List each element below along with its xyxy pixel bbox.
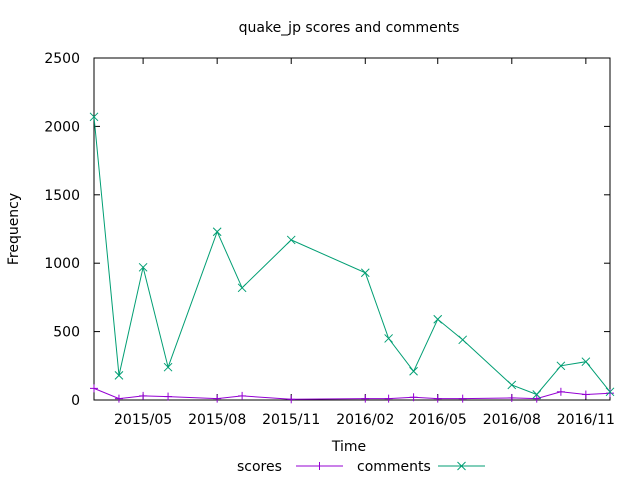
comments-line bbox=[93, 116, 611, 396]
comments-point bbox=[114, 371, 124, 380]
scores-point bbox=[581, 390, 590, 399]
x-tick-label: 2016/05 bbox=[409, 412, 467, 428]
comments-point bbox=[532, 390, 542, 399]
x-tick-label: 2016/02 bbox=[336, 412, 394, 428]
legend-marker-comments bbox=[457, 461, 466, 471]
x-tick-label: 2016/08 bbox=[483, 412, 541, 428]
comments-point bbox=[433, 314, 443, 324]
scores-point bbox=[114, 394, 123, 403]
legend-marker-scores bbox=[315, 462, 324, 470]
x-tick-label: 2015/11 bbox=[262, 412, 320, 428]
series-comments bbox=[89, 112, 615, 399]
x-tick-label: 2015/05 bbox=[114, 412, 172, 428]
scores-line bbox=[93, 387, 611, 400]
comments-point bbox=[556, 361, 566, 371]
comments-point bbox=[458, 335, 468, 345]
plot-area bbox=[89, 112, 615, 404]
chart-title: quake_jp scores and comments bbox=[239, 20, 460, 36]
y-tick-label: 1500 bbox=[44, 188, 80, 204]
legend: scores comments bbox=[237, 459, 485, 475]
legend-label-scores: scores bbox=[237, 459, 282, 475]
comments-point bbox=[605, 387, 615, 397]
comments-point bbox=[237, 283, 247, 293]
y-tick-label: 0 bbox=[71, 393, 80, 409]
scores-point bbox=[409, 393, 418, 402]
scores-point bbox=[606, 389, 614, 398]
comments-point bbox=[89, 112, 99, 122]
x-tick-label: 2015/08 bbox=[188, 412, 246, 428]
scores-point bbox=[213, 394, 222, 403]
scores-point bbox=[139, 391, 148, 400]
comments-point bbox=[581, 357, 591, 367]
plot-frame bbox=[93, 57, 611, 401]
comments-point bbox=[360, 268, 370, 278]
comments-point bbox=[286, 235, 296, 245]
scores-point bbox=[287, 395, 296, 404]
comments-point bbox=[384, 334, 393, 343]
scores-point bbox=[507, 393, 516, 402]
scores-point bbox=[90, 384, 98, 393]
y-tick-label: 2500 bbox=[44, 51, 80, 67]
scores-point bbox=[238, 391, 247, 400]
comments-point bbox=[409, 366, 418, 376]
comments-point bbox=[138, 262, 148, 272]
comments-point bbox=[212, 227, 222, 237]
scores-point bbox=[556, 387, 565, 396]
scores-point bbox=[532, 394, 541, 403]
x-axis-label: Time bbox=[331, 439, 366, 455]
comments-point bbox=[163, 362, 173, 372]
y-axis-label: Frequency bbox=[6, 193, 22, 265]
y-tick-label: 500 bbox=[53, 325, 80, 341]
scores-point bbox=[458, 394, 467, 403]
x-axis: 2015/05 2015/08 2015/11 2016/02 2016/05 2016/… bbox=[114, 58, 615, 428]
scores-point bbox=[384, 394, 393, 403]
y-axis: 0 500 1000 1500 2000 2500 bbox=[44, 51, 610, 409]
comments-point bbox=[507, 380, 517, 390]
x-tick-label: 2016/11 bbox=[557, 412, 615, 428]
y-tick-label: 1000 bbox=[44, 256, 80, 272]
series-scores bbox=[90, 384, 614, 404]
legend-label-comments: comments bbox=[357, 459, 431, 475]
y-tick-label: 2000 bbox=[44, 119, 80, 135]
scores-point bbox=[361, 394, 370, 403]
scores-point bbox=[433, 394, 442, 403]
scores-point bbox=[164, 392, 173, 401]
